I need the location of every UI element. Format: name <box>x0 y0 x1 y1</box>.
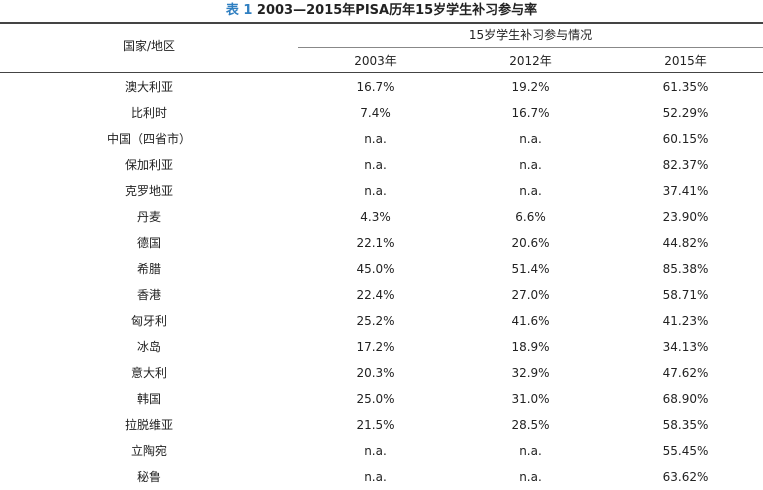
cell-2012: n.a. <box>519 184 542 198</box>
cell-2003: n.a. <box>364 132 387 146</box>
cell-2003: 22.1% <box>356 236 395 250</box>
cell-2015: 85.38% <box>662 262 709 276</box>
table-row: 克罗地亚 n.a. n.a. 37.41% <box>0 178 763 204</box>
cell-2015: 37.41% <box>662 184 709 198</box>
cell-2015: 61.35% <box>662 80 709 94</box>
table-row: 澳大利亚 16.7% 19.2% 61.35% <box>0 74 763 100</box>
cell-2015: 34.13% <box>662 340 709 354</box>
table-row: 丹麦 4.3% 6.6% 23.90% <box>0 204 763 230</box>
cell-country: 澳大利亚 <box>124 80 173 94</box>
cell-country: 中国（四省市） <box>106 132 191 146</box>
cell-2015: 58.35% <box>662 418 709 432</box>
table-row: 拉脱维亚 21.5% 28.5% 58.35% <box>0 412 763 438</box>
cell-2012: 31.0% <box>511 392 550 406</box>
cell-2015: 52.29% <box>662 106 709 120</box>
cell-2015: 82.37% <box>662 158 709 172</box>
cell-2003: 21.5% <box>356 418 395 432</box>
cell-2003: 22.4% <box>356 288 395 302</box>
cell-2015: 60.15% <box>662 132 709 146</box>
table-body: 澳大利亚 16.7% 19.2% 61.35% 比利时 7.4% 16.7% 5… <box>0 74 763 490</box>
cell-country: 立陶宛 <box>130 444 167 458</box>
cell-2012: n.a. <box>519 444 542 458</box>
table-row: 比利时 7.4% 16.7% 52.29% <box>0 100 763 126</box>
cell-2003: 20.3% <box>356 366 395 380</box>
table-caption-title: 2003—2015年PISA历年15岁学生补习参与率 <box>256 3 538 18</box>
table-header-rule <box>0 72 763 73</box>
cell-2003: 25.0% <box>356 392 395 406</box>
cell-2012: 20.6% <box>511 236 550 250</box>
table-row: 匈牙利 25.2% 41.6% 41.23% <box>0 308 763 334</box>
cell-2012: 16.7% <box>511 106 550 120</box>
cell-2015: 63.62% <box>662 470 709 484</box>
cell-2003: 4.3% <box>360 210 391 224</box>
table-row: 立陶宛 n.a. n.a. 55.45% <box>0 438 763 464</box>
table-caption: 表 1 2003—2015年PISA历年15岁学生补习参与率 <box>0 3 763 19</box>
cell-2012: 19.2% <box>511 80 550 94</box>
table-row: 冰岛 17.2% 18.9% 34.13% <box>0 334 763 360</box>
header-participation-group: 15岁学生补习参与情况 <box>468 28 593 42</box>
cell-country: 匈牙利 <box>130 314 167 328</box>
cell-2003: n.a. <box>364 158 387 172</box>
cell-2015: 55.45% <box>662 444 709 458</box>
cell-country: 希腊 <box>136 262 161 276</box>
cell-2015: 44.82% <box>662 236 709 250</box>
cell-2012: 6.6% <box>515 210 546 224</box>
table-top-rule <box>0 22 763 24</box>
cell-2003: 7.4% <box>360 106 391 120</box>
table-row: 保加利亚 n.a. n.a. 82.37% <box>0 152 763 178</box>
cell-country: 冰岛 <box>136 340 161 354</box>
table-row: 意大利 20.3% 32.9% 47.62% <box>0 360 763 386</box>
cell-2003: n.a. <box>364 184 387 198</box>
cell-2003: 16.7% <box>356 80 395 94</box>
cell-2012: 41.6% <box>511 314 550 328</box>
cell-2012: 51.4% <box>511 262 550 276</box>
cell-country: 克罗地亚 <box>124 184 173 198</box>
cell-2012: 32.9% <box>511 366 550 380</box>
table-caption-label: 表 1 <box>225 3 253 18</box>
cell-country: 意大利 <box>130 366 167 380</box>
cell-2015: 23.90% <box>662 210 709 224</box>
cell-2015: 68.90% <box>662 392 709 406</box>
cell-country: 拉脱维亚 <box>124 418 173 432</box>
table-row: 中国（四省市） n.a. n.a. 60.15% <box>0 126 763 152</box>
table-row: 德国 22.1% 20.6% 44.82% <box>0 230 763 256</box>
table-row: 韩国 25.0% 31.0% 68.90% <box>0 386 763 412</box>
header-year-2015: 2015年 <box>664 54 707 68</box>
table-row: 秘鲁 n.a. n.a. 63.62% <box>0 464 763 490</box>
cell-2003: 17.2% <box>356 340 395 354</box>
header-country: 国家/地区 <box>122 39 176 53</box>
cell-2012: 27.0% <box>511 288 550 302</box>
cell-country: 香港 <box>136 288 161 302</box>
cell-2012: 28.5% <box>511 418 550 432</box>
cell-2003: 25.2% <box>356 314 395 328</box>
cell-2015: 58.71% <box>662 288 709 302</box>
cell-2015: 47.62% <box>662 366 709 380</box>
cell-2012: 18.9% <box>511 340 550 354</box>
cell-country: 丹麦 <box>136 210 161 224</box>
cell-country: 比利时 <box>130 106 167 120</box>
cell-country: 德国 <box>136 236 161 250</box>
cell-country: 韩国 <box>136 392 161 406</box>
cell-2003: n.a. <box>364 444 387 458</box>
header-year-2012: 2012年 <box>509 54 552 68</box>
cell-2012: n.a. <box>519 470 542 484</box>
header-group-rule <box>298 47 763 48</box>
table-row: 香港 22.4% 27.0% 58.71% <box>0 282 763 308</box>
cell-2012: n.a. <box>519 132 542 146</box>
cell-country: 秘鲁 <box>136 470 161 484</box>
cell-2012: n.a. <box>519 158 542 172</box>
header-year-2003: 2003年 <box>354 54 397 68</box>
table-row: 希腊 45.0% 51.4% 85.38% <box>0 256 763 282</box>
cell-2003: 45.0% <box>356 262 395 276</box>
cell-2003: n.a. <box>364 470 387 484</box>
cell-2015: 41.23% <box>662 314 709 328</box>
cell-country: 保加利亚 <box>124 158 173 172</box>
